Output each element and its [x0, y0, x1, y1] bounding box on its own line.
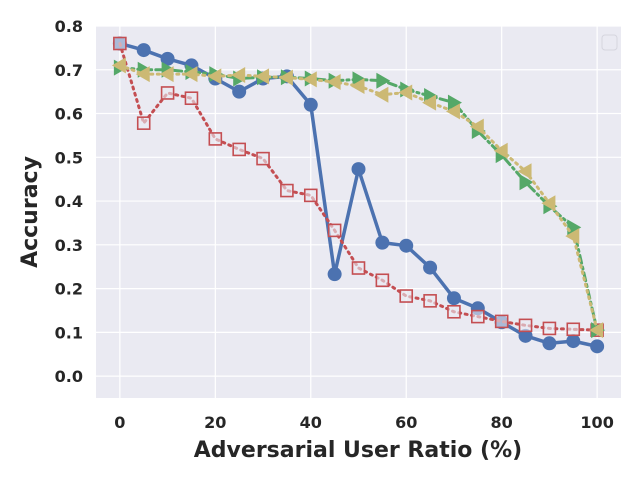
series-2-point [208, 132, 223, 146]
y-axis-label: Accuracy [18, 156, 43, 268]
series-4-point [541, 195, 556, 212]
series-4-point [278, 69, 293, 86]
series-4 [111, 57, 604, 339]
x-tick-label: 0 [114, 413, 125, 432]
series-4-point [183, 66, 198, 83]
series-4-point [469, 118, 484, 135]
y-tick-label: 0.1 [55, 323, 83, 342]
series-4-point [326, 74, 341, 91]
y-tick-label: 0.7 [55, 61, 83, 80]
series-4-point [135, 66, 150, 83]
y-tick-labels: 0.0 0.1 0.2 0.3 0.4 0.5 0.6 0.7 0.8 [55, 17, 83, 386]
series-1-point [399, 238, 414, 253]
series-4-point [374, 86, 389, 103]
y-tick-label: 0.0 [55, 367, 83, 386]
x-tick-label: 100 [580, 413, 613, 432]
series-1-point [351, 162, 366, 177]
series-2-point [423, 294, 437, 308]
x-tick-label: 20 [204, 413, 226, 432]
legend-box [601, 34, 618, 51]
series-1-point [136, 43, 151, 58]
series-1-point [160, 51, 175, 66]
x-tick-label: 60 [395, 413, 417, 432]
series-2-point [327, 223, 342, 238]
y-tick-label: 0.5 [55, 148, 83, 167]
x-tick-label: 80 [491, 413, 513, 432]
y-tick-label: 0.4 [55, 192, 83, 211]
series-1-point [542, 336, 557, 351]
series-1-point [303, 97, 318, 112]
series-4-point [445, 103, 460, 120]
y-tick-label: 0.3 [55, 236, 83, 255]
x-tick-labels: 0 20 40 60 80 100 [114, 413, 614, 432]
series-2-point [256, 151, 270, 166]
grid [96, 25, 621, 398]
series-2-point [518, 318, 533, 333]
series-2-point [399, 289, 414, 303]
series-2-point [542, 321, 557, 336]
series-4-point [589, 322, 604, 339]
series-4-point [350, 77, 365, 94]
series-1-point [375, 235, 390, 250]
series-1-point [590, 339, 605, 354]
series-layer [111, 36, 606, 354]
series-1-point [232, 84, 247, 99]
series-2-point [447, 304, 461, 319]
series-2-point [160, 86, 175, 100]
series-2-point [471, 309, 485, 324]
x-tick-label: 40 [300, 413, 322, 432]
series-4-point [207, 68, 222, 85]
series-1-point [446, 291, 461, 306]
series-4-point [111, 57, 126, 74]
series-4-point [302, 71, 317, 88]
series-4-point [517, 163, 532, 180]
series-3-point [376, 72, 391, 89]
series-1-point [518, 328, 533, 343]
y-tick-label: 0.6 [55, 105, 83, 124]
y-tick-label: 0.8 [55, 17, 83, 36]
series-3-point [447, 94, 462, 111]
series-3-point [519, 174, 534, 191]
series-2-point [113, 36, 127, 51]
series-1-point [327, 267, 342, 282]
series-2-point [375, 273, 390, 288]
series-4-point [493, 142, 508, 159]
series-1-point [566, 334, 581, 349]
series-2-point [566, 322, 581, 337]
series-2-point [136, 116, 151, 130]
series-4-point [159, 66, 174, 83]
series-4-point [565, 228, 580, 245]
series-2-point [303, 188, 318, 203]
series-2-point [280, 183, 294, 198]
x-axis-label: Adversarial User Ratio (%) [194, 438, 522, 463]
series-2-point [232, 142, 246, 157]
series-2-point [184, 91, 199, 106]
series-3-point [567, 219, 582, 236]
series-4-point [398, 84, 413, 101]
series-4-point [255, 68, 270, 85]
series-2 [113, 36, 604, 337]
series-4-point [422, 94, 437, 111]
y-tick-label: 0.2 [55, 280, 83, 299]
series-1-point [423, 260, 438, 275]
series-4-point [231, 67, 246, 84]
series-2-point [494, 314, 509, 329]
series-2-point [351, 261, 366, 275]
